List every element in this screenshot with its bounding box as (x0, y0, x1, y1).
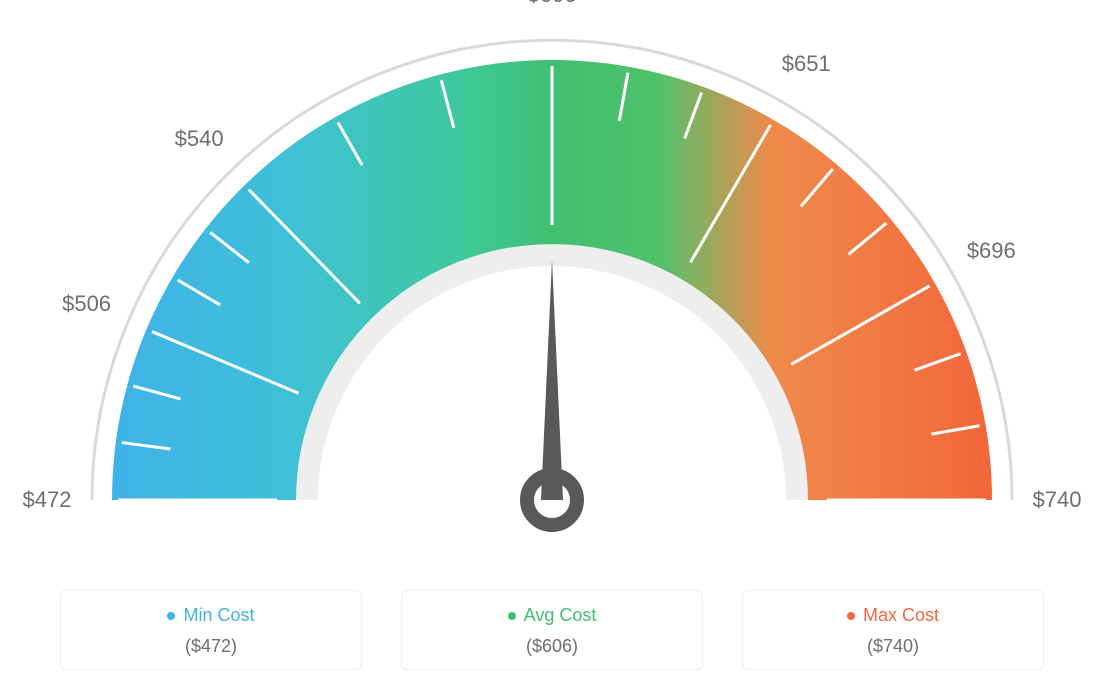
legend-value-max: ($740) (743, 636, 1043, 657)
legend-row: Min Cost ($472) Avg Cost ($606) Max Cost… (0, 590, 1104, 670)
legend-dot-max (847, 612, 855, 620)
legend-title-min-text: Min Cost (183, 605, 254, 626)
gauge-tick-label: $606 (528, 0, 577, 8)
legend-dot-min (167, 612, 175, 620)
legend-card-avg: Avg Cost ($606) (401, 590, 703, 670)
legend-dot-avg (508, 612, 516, 620)
legend-title-max: Max Cost (847, 605, 939, 626)
legend-value-avg: ($606) (402, 636, 702, 657)
legend-value-min: ($472) (61, 636, 361, 657)
legend-title-avg: Avg Cost (508, 605, 597, 626)
gauge-tick-label: $472 (23, 487, 72, 513)
legend-title-max-text: Max Cost (863, 605, 939, 626)
gauge-tick-label: $651 (782, 51, 831, 77)
gauge-tick-label: $696 (967, 238, 1016, 264)
gauge-container: $472 $506 $540 $606 $651 $696 $740 (0, 0, 1104, 560)
gauge-tick-label: $506 (62, 291, 111, 317)
legend-card-max: Max Cost ($740) (742, 590, 1044, 670)
legend-title-min: Min Cost (167, 605, 254, 626)
legend-title-avg-text: Avg Cost (524, 605, 597, 626)
gauge-tick-label: $540 (175, 126, 224, 152)
gauge-tick-label: $740 (1033, 487, 1082, 513)
cost-gauge-stage: $472 $506 $540 $606 $651 $696 $740 Min Cost ($… (0, 0, 1104, 690)
gauge-svg (0, 0, 1104, 560)
legend-card-min: Min Cost ($472) (60, 590, 362, 670)
